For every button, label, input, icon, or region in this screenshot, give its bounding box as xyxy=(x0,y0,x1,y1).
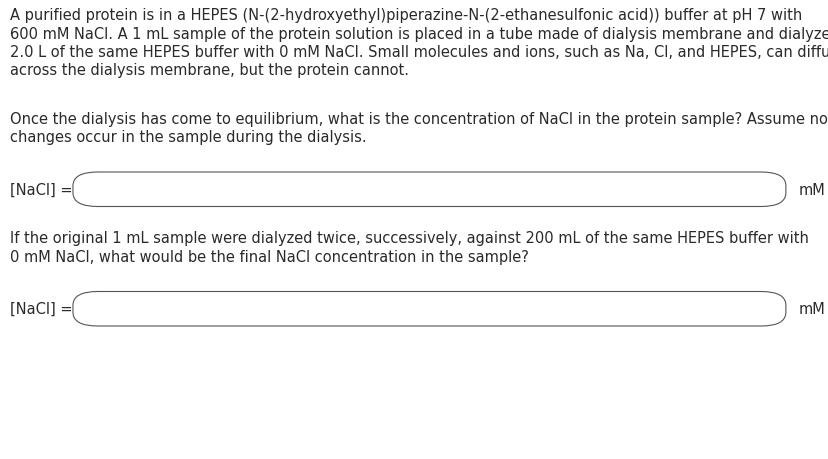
FancyBboxPatch shape xyxy=(73,292,785,326)
FancyBboxPatch shape xyxy=(73,173,785,207)
Text: A purified protein is in a HEPES (N-(2-hydroxyethyl)piperazine-N-(2-ethanesulfon: A purified protein is in a HEPES (N-(2-h… xyxy=(10,8,802,23)
Text: across the dialysis membrane, but the protein cannot.: across the dialysis membrane, but the pr… xyxy=(10,63,408,78)
Text: changes occur in the sample during the dialysis.: changes occur in the sample during the d… xyxy=(10,130,366,145)
Text: [NaCl] =: [NaCl] = xyxy=(10,302,72,317)
Text: mM: mM xyxy=(797,302,824,317)
Text: mM: mM xyxy=(797,182,824,197)
Text: 2.0 L of the same HEPES buffer with 0 mM NaCl. Small molecules and ions, such as: 2.0 L of the same HEPES buffer with 0 mM… xyxy=(10,45,828,60)
Text: If the original 1 mL sample were dialyzed twice, successively, against 200 mL of: If the original 1 mL sample were dialyze… xyxy=(10,231,808,246)
Text: 600 mM NaCl. A 1 mL sample of the protein solution is placed in a tube made of d: 600 mM NaCl. A 1 mL sample of the protei… xyxy=(10,27,828,41)
Text: 0 mM NaCl, what would be the final NaCl concentration in the sample?: 0 mM NaCl, what would be the final NaCl … xyxy=(10,249,528,264)
Text: Once the dialysis has come to equilibrium, what is the concentration of NaCl in : Once the dialysis has come to equilibriu… xyxy=(10,112,828,127)
Text: [NaCl] =: [NaCl] = xyxy=(10,182,72,197)
